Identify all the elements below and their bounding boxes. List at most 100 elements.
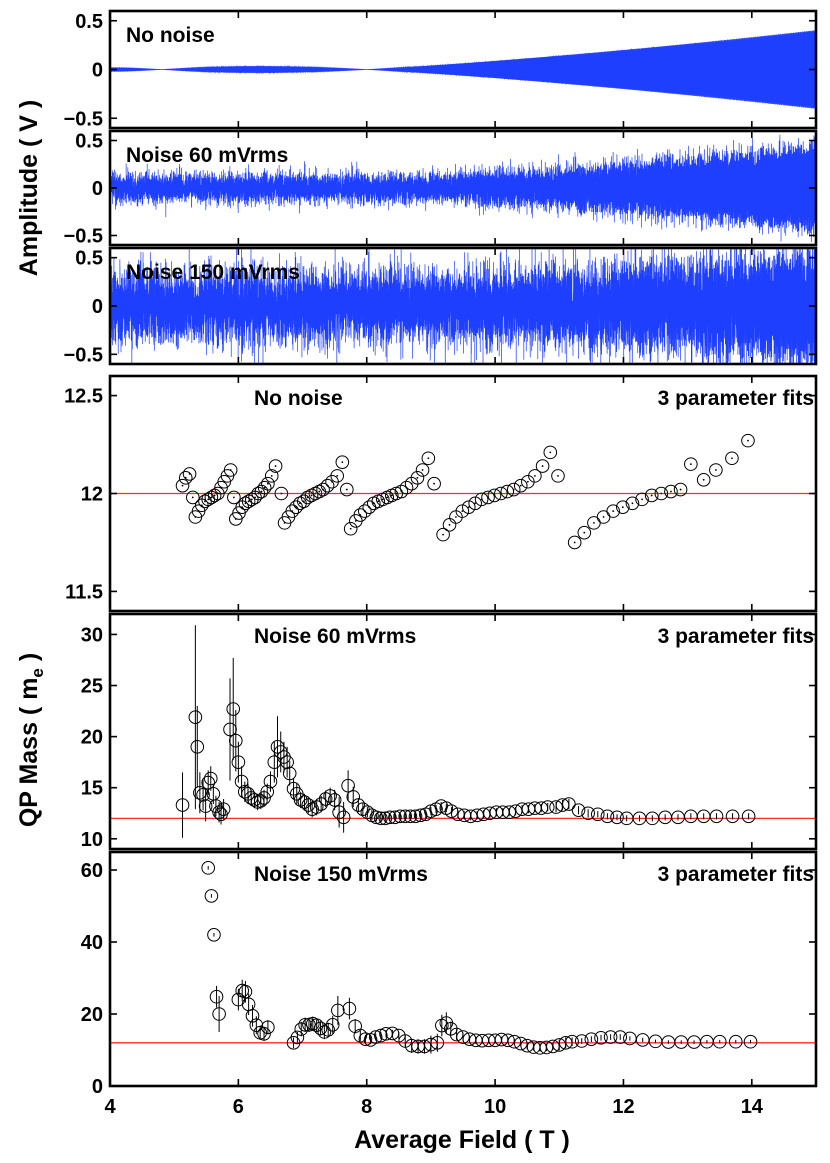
point-center bbox=[602, 516, 605, 518]
point-center bbox=[381, 498, 384, 501]
point-center bbox=[336, 474, 339, 477]
data-point bbox=[700, 1034, 714, 1049]
data-point bbox=[309, 798, 324, 816]
point-marker bbox=[474, 492, 489, 507]
data-point bbox=[725, 451, 739, 466]
point-marker bbox=[261, 1020, 275, 1035]
data-point bbox=[674, 1035, 689, 1049]
data-point bbox=[294, 1021, 309, 1037]
point-center bbox=[702, 478, 705, 481]
data-point bbox=[590, 807, 605, 822]
y-tick-label: 0 bbox=[92, 1076, 103, 1098]
data-point bbox=[268, 459, 283, 473]
point-center bbox=[244, 502, 247, 505]
point-marker bbox=[535, 459, 550, 473]
point-center bbox=[257, 492, 260, 495]
point-center bbox=[299, 502, 301, 505]
data-point bbox=[613, 1030, 628, 1044]
point-center bbox=[349, 527, 352, 530]
point-marker bbox=[540, 800, 555, 814]
point-marker bbox=[282, 766, 297, 781]
data-point bbox=[313, 1021, 328, 1036]
point-center bbox=[270, 474, 273, 477]
data-point bbox=[346, 786, 361, 808]
point-center bbox=[416, 476, 419, 479]
point-marker bbox=[340, 482, 354, 497]
point-marker bbox=[190, 740, 205, 754]
point-marker bbox=[487, 488, 502, 503]
point-marker bbox=[185, 490, 200, 505]
point-center bbox=[650, 494, 653, 497]
plot-area bbox=[110, 30, 816, 109]
data-point bbox=[198, 790, 213, 822]
data-point bbox=[664, 484, 678, 499]
point-marker bbox=[254, 794, 268, 808]
point-marker bbox=[712, 1034, 727, 1049]
point-center bbox=[341, 461, 344, 464]
data-point bbox=[185, 490, 200, 505]
point-marker bbox=[257, 791, 271, 805]
data-point bbox=[603, 1030, 618, 1044]
point-marker bbox=[330, 469, 345, 483]
data-point bbox=[374, 811, 388, 826]
point-marker bbox=[684, 457, 698, 471]
y-tick-label: −0.5 bbox=[64, 108, 103, 130]
point-center bbox=[314, 492, 317, 495]
x-tick-label: 10 bbox=[484, 1096, 506, 1118]
point-marker bbox=[198, 799, 213, 813]
point-center bbox=[442, 533, 445, 536]
point-marker bbox=[264, 469, 279, 483]
x-tick-label: 14 bbox=[741, 1096, 764, 1118]
y-tick-label: 60 bbox=[81, 860, 103, 882]
y-axis-label-qp-mass-subscript: e bbox=[28, 668, 47, 677]
point-center bbox=[421, 469, 424, 471]
y-tick-label: 10 bbox=[81, 829, 103, 851]
plot-area bbox=[110, 248, 816, 364]
point-marker bbox=[468, 496, 482, 511]
point-center bbox=[318, 490, 321, 493]
data-point bbox=[330, 469, 345, 483]
data-point bbox=[327, 789, 342, 811]
data-point bbox=[415, 463, 430, 477]
point-marker bbox=[625, 496, 640, 511]
data-point bbox=[687, 1035, 701, 1049]
data-point bbox=[204, 889, 219, 903]
point-center bbox=[345, 488, 348, 491]
data-point bbox=[654, 486, 669, 501]
data-point bbox=[696, 472, 711, 487]
data-point bbox=[209, 795, 223, 817]
point-center bbox=[533, 474, 536, 477]
point-marker bbox=[212, 805, 226, 820]
data-point bbox=[725, 809, 740, 824]
point-marker bbox=[280, 755, 294, 769]
point-marker bbox=[336, 810, 351, 825]
axes-frame bbox=[108, 850, 818, 1088]
data-point bbox=[430, 1033, 445, 1052]
plot-area bbox=[110, 134, 816, 243]
data-point bbox=[314, 795, 328, 813]
point-marker bbox=[565, 1034, 579, 1049]
y-axis-label-qp-mass-main: QP Mass ( m bbox=[15, 678, 43, 828]
data-point bbox=[577, 525, 592, 540]
plot-area bbox=[110, 861, 816, 1055]
data-point bbox=[182, 467, 197, 481]
data-point bbox=[267, 741, 282, 783]
point-center bbox=[260, 490, 263, 493]
data-point bbox=[393, 809, 407, 824]
point-marker bbox=[335, 455, 350, 469]
data-point bbox=[684, 809, 698, 824]
point-marker bbox=[543, 445, 558, 460]
point-center bbox=[549, 451, 552, 454]
point-marker bbox=[297, 795, 312, 809]
data-point bbox=[317, 1024, 332, 1040]
point-marker bbox=[610, 810, 624, 825]
point-marker bbox=[461, 500, 476, 515]
point-center bbox=[660, 492, 663, 495]
point-marker bbox=[664, 484, 678, 499]
data-point bbox=[648, 1034, 663, 1049]
point-center bbox=[213, 494, 216, 497]
panel-title: Noise 150 mVrms bbox=[254, 863, 428, 886]
point-marker bbox=[212, 1007, 226, 1021]
point-marker bbox=[743, 1034, 758, 1049]
data-point bbox=[461, 500, 476, 515]
